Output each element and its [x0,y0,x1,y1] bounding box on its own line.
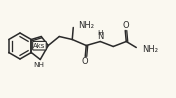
Text: N: N [97,31,103,40]
Text: O: O [123,21,130,30]
Text: H: H [98,29,103,35]
Text: O: O [82,57,89,66]
Text: NH₂: NH₂ [78,21,94,30]
FancyBboxPatch shape [33,41,46,50]
Text: NH: NH [33,62,44,68]
Text: NH₂: NH₂ [142,45,158,54]
Text: Aks: Aks [33,43,46,49]
